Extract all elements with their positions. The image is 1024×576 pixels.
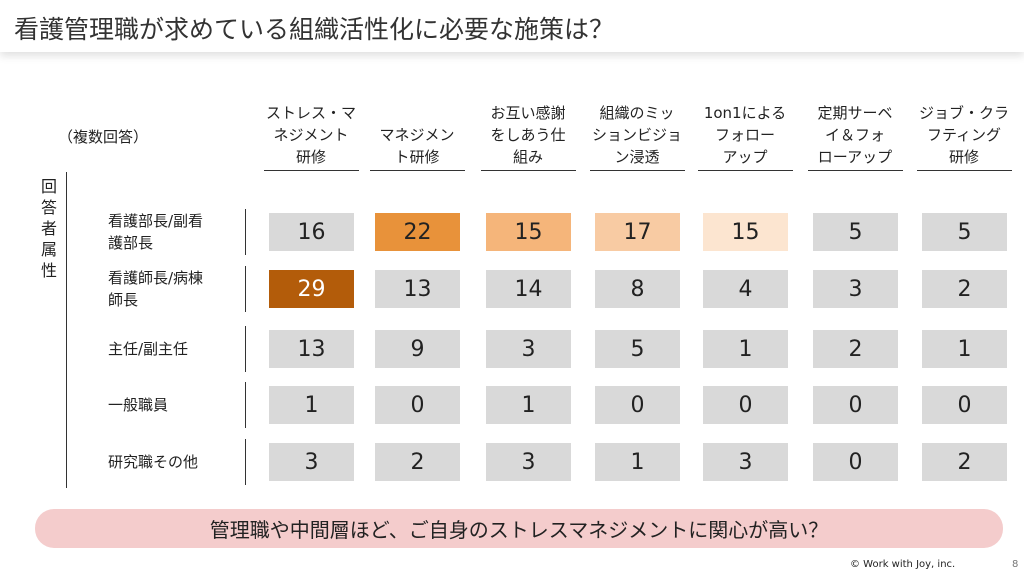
column-underline bbox=[481, 170, 576, 171]
column-header-text: 1on1による フォロー アップ bbox=[703, 104, 787, 166]
row-separator-line bbox=[245, 326, 246, 372]
heatmap-cell: 22 bbox=[375, 213, 460, 251]
column-header-text: ジョブ・クラ フティング 研修 bbox=[918, 104, 1009, 166]
column-underline bbox=[590, 170, 685, 171]
page-number: 8 bbox=[1012, 559, 1019, 570]
heatmap-cell: 5 bbox=[813, 213, 898, 251]
row-label: 一般職員 bbox=[108, 396, 169, 414]
heatmap-cell: 13 bbox=[269, 330, 354, 368]
heatmap-cell: 16 bbox=[269, 213, 354, 251]
column-header: お互い感謝 をしあう仕 組み bbox=[478, 76, 578, 168]
row-label: 主任/副主任 bbox=[108, 340, 189, 358]
row-separator-line bbox=[245, 382, 246, 428]
column-header: ジョブ・クラ フティング 研修 bbox=[914, 76, 1014, 168]
heatmap-cell: 1 bbox=[922, 330, 1007, 368]
heatmap-cell: 4 bbox=[703, 270, 788, 308]
heatmap-cell: 0 bbox=[703, 386, 788, 424]
heatmap-cell: 2 bbox=[813, 330, 898, 368]
heatmap-cell: 3 bbox=[703, 443, 788, 481]
heatmap-cell: 2 bbox=[922, 443, 1007, 481]
column-header: ストレス・マ ネジメント 研修 bbox=[261, 76, 361, 168]
row-axis-line bbox=[66, 172, 67, 488]
copyright: © Work with Joy, inc. bbox=[850, 559, 956, 570]
row-label: 研究職その他 bbox=[108, 453, 199, 471]
heatmap-cell: 0 bbox=[813, 386, 898, 424]
column-underline bbox=[264, 170, 359, 171]
heatmap-cell: 0 bbox=[595, 386, 680, 424]
heatmap-cell: 13 bbox=[375, 270, 460, 308]
heatmap-cell: 15 bbox=[486, 213, 571, 251]
column-header: 1on1による フォロー アップ bbox=[695, 76, 795, 168]
row-label: 看護師長/病棟 師長 bbox=[108, 269, 204, 309]
multiple-answer-note: （複数回答） bbox=[58, 128, 149, 146]
heatmap-cell: 3 bbox=[813, 270, 898, 308]
slide-title: 看護管理職が求めている組織活性化に必要な施策は？ bbox=[14, 15, 615, 44]
row-separator-line bbox=[245, 266, 246, 312]
column-underline bbox=[808, 170, 903, 171]
heatmap-cell: 9 bbox=[375, 330, 460, 368]
heatmap-cell: 1 bbox=[486, 386, 571, 424]
heatmap-cell: 2 bbox=[922, 270, 1007, 308]
heatmap-cell: 0 bbox=[922, 386, 1007, 424]
row-label: 看護部長/副看 護部長 bbox=[108, 212, 204, 252]
column-underline bbox=[917, 170, 1012, 171]
heatmap-cell: 29 bbox=[269, 270, 354, 308]
column-header: 組織のミッ ションビジョ ン浸透 bbox=[587, 76, 687, 168]
title-bar bbox=[0, 0, 1024, 52]
column-header-text: 定期サーベ イ＆フォ ローアップ bbox=[817, 104, 893, 166]
column-header: マネジメン ト研修 bbox=[367, 76, 467, 168]
heatmap-cell: 0 bbox=[375, 386, 460, 424]
column-underline bbox=[370, 170, 465, 171]
heatmap-cell: 5 bbox=[922, 213, 1007, 251]
heatmap-cell: 3 bbox=[269, 443, 354, 481]
heatmap-cell: 3 bbox=[486, 443, 571, 481]
row-axis-label: 回答者属性 bbox=[40, 177, 57, 280]
heatmap-cell: 14 bbox=[486, 270, 571, 308]
column-header: 定期サーベ イ＆フォ ローアップ bbox=[805, 76, 905, 168]
column-header-text: 組織のミッ ションビジョ ン浸透 bbox=[591, 104, 682, 166]
heatmap-cell: 15 bbox=[703, 213, 788, 251]
heatmap-cell: 0 bbox=[813, 443, 898, 481]
heatmap-cell: 1 bbox=[703, 330, 788, 368]
heatmap-cell: 1 bbox=[595, 443, 680, 481]
column-header-text: マネジメン ト研修 bbox=[379, 126, 455, 166]
row-separator-line bbox=[245, 439, 246, 485]
column-header-text: ストレス・マ ネジメント 研修 bbox=[265, 104, 356, 166]
heatmap-cell: 17 bbox=[595, 213, 680, 251]
row-separator-line bbox=[245, 209, 246, 255]
heatmap-cell: 2 bbox=[375, 443, 460, 481]
callout-banner: 管理職や中間層ほど、ご自身のストレスマネジメントに関心が高い？ bbox=[35, 509, 1003, 548]
column-underline bbox=[698, 170, 793, 171]
column-header-text: お互い感謝 をしあう仕 組み bbox=[490, 104, 566, 166]
heatmap-cell: 5 bbox=[595, 330, 680, 368]
heatmap-cell: 3 bbox=[486, 330, 571, 368]
heatmap-cell: 8 bbox=[595, 270, 680, 308]
heatmap-cell: 1 bbox=[269, 386, 354, 424]
